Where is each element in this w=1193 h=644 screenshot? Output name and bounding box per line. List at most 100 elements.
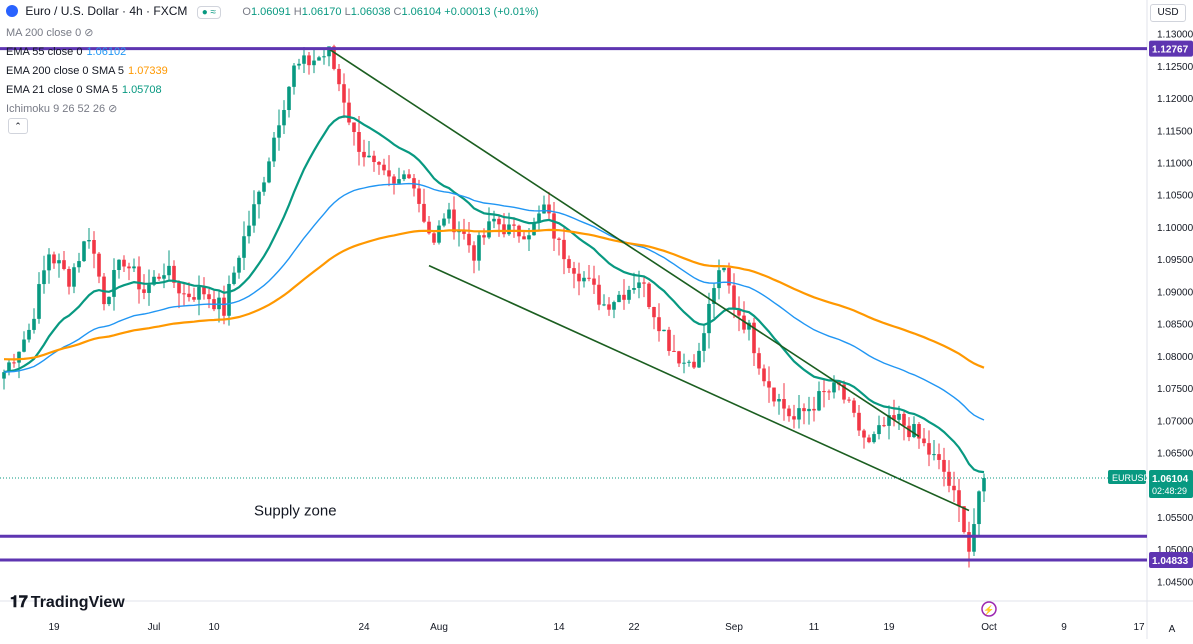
candle-body: [637, 282, 641, 289]
candle-body: [257, 191, 261, 205]
price-axis[interactable]: [1147, 0, 1193, 639]
candle-body: [752, 322, 756, 354]
candle-body: [747, 322, 751, 330]
candle-body: [782, 399, 786, 409]
candle-body: [182, 293, 186, 295]
candle-body: [237, 257, 241, 273]
annotation-text[interactable]: Supply zone: [254, 502, 337, 519]
candle-body: [622, 294, 626, 300]
candle-body: [832, 382, 836, 393]
candle-body: [907, 425, 911, 438]
candle-body: [142, 289, 146, 293]
candle-body: [297, 63, 301, 66]
candle-body: [602, 304, 606, 306]
candle-body: [127, 266, 131, 269]
candle-body: [812, 408, 816, 411]
candle-body: [82, 241, 86, 262]
candle-body: [242, 236, 246, 258]
candle-body: [47, 254, 51, 271]
candle-body: [487, 221, 491, 238]
candle-body: [802, 408, 806, 412]
candle-body: [382, 164, 386, 171]
market-status-badge[interactable]: ● ≈: [196, 6, 222, 19]
x-tick-label: Jul: [148, 622, 161, 633]
legend-ema21[interactable]: EMA 21 close 0 SMA 5 1.05708: [6, 84, 162, 96]
candle-body: [822, 391, 826, 393]
candle-body: [697, 350, 701, 368]
candle-body: [467, 233, 471, 246]
y-tick-label: 1.07000: [1157, 416, 1193, 427]
high-value: 1.06170: [301, 6, 342, 18]
y-tick-label: 1.12500: [1157, 62, 1193, 73]
candle-body: [947, 471, 951, 486]
candle-body: [317, 57, 321, 61]
candle-body: [567, 259, 571, 269]
legend-ma200[interactable]: MA 200 close 0 ⊘: [6, 27, 94, 39]
candle-body: [372, 155, 376, 163]
candle-body: [667, 329, 671, 351]
candle-body: [112, 270, 116, 297]
symbol-header[interactable]: Euro / U.S. Dollar · 4h · FXCM ● ≈ O1.06…: [6, 4, 538, 19]
trendline-lower[interactable]: [428, 264, 970, 512]
candle-body: [917, 424, 921, 439]
candle-body: [377, 162, 381, 165]
candle-body: [967, 532, 971, 552]
candle-body: [922, 438, 926, 444]
eye-off-icon[interactable]: ⊘: [108, 103, 118, 115]
candle-body: [542, 204, 546, 214]
candle-body: [737, 308, 741, 316]
candle-body: [722, 267, 726, 271]
collapse-legend-button[interactable]: ⌃: [8, 118, 28, 134]
candle-body: [22, 339, 26, 352]
candle-body: [827, 391, 831, 393]
event-icon[interactable]: [981, 601, 997, 617]
candle-body: [857, 412, 861, 431]
candle-body: [847, 399, 851, 401]
candle-body: [762, 368, 766, 382]
candle-body: [32, 318, 36, 330]
candle-body: [552, 213, 556, 239]
candle-body: [502, 224, 506, 235]
close-value: 1.06104: [401, 6, 442, 18]
candle-body: [397, 179, 401, 184]
y-tick-label: 1.10500: [1157, 191, 1193, 202]
candle-body: [122, 259, 126, 267]
legend-ema200[interactable]: EMA 200 close 0 SMA 5 1.07339: [6, 65, 168, 77]
candle-body: [392, 176, 396, 184]
eye-off-icon[interactable]: ⊘: [84, 27, 94, 39]
legend-ema55[interactable]: EMA 55 close 0 1.06102: [6, 46, 127, 58]
auto-scale-button[interactable]: A: [1169, 624, 1176, 635]
candle-body: [267, 161, 271, 183]
symbol-tag: EURUSD: [1112, 473, 1151, 483]
candle-body: [787, 408, 791, 417]
bar-countdown: 02:48:29: [1152, 486, 1187, 496]
candle-body: [952, 485, 956, 491]
x-tick-label: 19: [48, 622, 60, 633]
candle-body: [287, 86, 291, 111]
candle-body: [357, 132, 361, 152]
candle-body: [732, 285, 736, 309]
candle-body: [472, 245, 476, 261]
legend-ichimoku[interactable]: Ichimoku 9 26 52 26 ⊘: [6, 103, 118, 115]
candle-body: [442, 218, 446, 226]
candle-body: [12, 362, 16, 364]
candle-body: [607, 304, 611, 310]
candle-body: [107, 296, 111, 305]
trendline-upper[interactable]: [328, 48, 920, 438]
candle-body: [262, 182, 266, 192]
euro-flag-icon: [6, 5, 18, 17]
candle-body: [522, 236, 526, 240]
candle-body: [272, 137, 276, 162]
symbol-title[interactable]: Euro / U.S. Dollar · 4h · FXCM: [25, 4, 188, 18]
candle-body: [707, 303, 711, 334]
candle-body: [2, 372, 6, 379]
candle-body: [332, 46, 336, 69]
candle-body: [197, 286, 201, 300]
candle-body: [662, 329, 666, 332]
currency-button[interactable]: USD: [1150, 4, 1186, 22]
candle-body: [307, 55, 311, 66]
candle-body: [277, 125, 281, 138]
candle-body: [362, 151, 366, 158]
